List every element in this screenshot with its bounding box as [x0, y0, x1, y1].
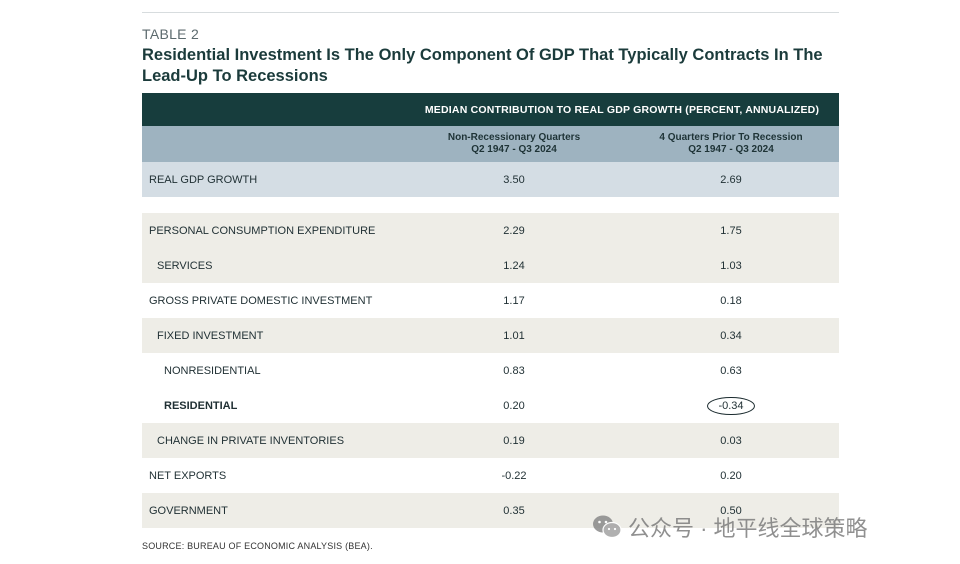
table-row-inventories: CHANGE IN PRIVATE INVENTORIES 0.19 0.03 [142, 423, 839, 458]
cell-non-recessionary: 0.20 [503, 399, 525, 412]
highlight-circle: -0.34 [707, 396, 755, 415]
cell-pre-recession: 0.34 [720, 329, 742, 342]
column-header-non-recessionary: Non-Recessionary Quarters Q2 1947 - Q3 2… [447, 132, 581, 155]
cell-pre-recession: 0.50 [720, 504, 742, 517]
table-row-fixed-investment: FIXED INVESTMENT 1.01 0.34 [142, 318, 839, 353]
watermark-text: 公众号 · 地平线全球策略 [628, 516, 868, 541]
table-row-pce: PERSONAL CONSUMPTION EXPENDITURE 2.29 1.… [142, 213, 839, 248]
cell-non-recessionary: 0.83 [503, 364, 525, 377]
gdp-contribution-table: MEDIAN CONTRIBUTION TO REAL GDP GROWTH (… [142, 93, 839, 528]
header-group-row: MEDIAN CONTRIBUTION TO REAL GDP GROWTH (… [142, 93, 839, 126]
row-label: SERVICES [157, 259, 213, 272]
top-divider [142, 12, 839, 13]
table-row-real-gdp-growth: REAL GDP GROWTH 3.50 2.69 [142, 162, 839, 197]
table-title: Residential Investment Is The Only Compo… [142, 46, 823, 85]
table-row-gpdi: GROSS PRIVATE DOMESTIC INVESTMENT 1.17 0… [142, 283, 839, 318]
cell-pre-recession: 2.69 [720, 173, 742, 186]
row-label: NONRESIDENTIAL [164, 364, 261, 377]
cell-pre-recession: 1.75 [720, 224, 742, 237]
table-row-nonresidential: NONRESIDENTIAL 0.83 0.63 [142, 353, 839, 388]
row-label: CHANGE IN PRIVATE INVENTORIES [157, 434, 345, 447]
cell-non-recessionary: 1.24 [503, 259, 525, 272]
cell-pre-recession: 0.18 [720, 294, 742, 307]
table-row-residential: RESIDENTIAL 0.20 -0.34 [142, 388, 839, 423]
cell-non-recessionary: 1.01 [503, 329, 525, 342]
table-row-services: SERVICES 1.24 1.03 [142, 248, 839, 283]
cell-pre-recession: 0.63 [720, 364, 742, 377]
cell-pre-recession: 1.03 [720, 259, 742, 272]
row-spacer [142, 197, 839, 213]
table-row-net-exports: NET EXPORTS -0.22 0.20 [142, 458, 839, 493]
cell-non-recessionary: 3.50 [503, 173, 525, 186]
wechat-icon [593, 515, 622, 539]
source-note: SOURCE: BUREAU OF ECONOMIC ANALYSIS (BEA… [142, 541, 373, 551]
column-header-pre-recession: 4 Quarters Prior To Recession Q2 1947 - … [659, 132, 803, 155]
row-label: REAL GDP GROWTH [149, 173, 258, 186]
cell-non-recessionary: -0.22 [501, 469, 527, 482]
row-label: PERSONAL CONSUMPTION EXPENDITURE [149, 224, 376, 237]
row-label: FIXED INVESTMENT [157, 329, 264, 342]
row-label: GOVERNMENT [149, 504, 228, 517]
cell-non-recessionary: 2.29 [503, 224, 525, 237]
row-label: NET EXPORTS [149, 469, 227, 482]
cell-pre-recession: -0.34 [623, 396, 839, 415]
cell-pre-recession: 0.20 [720, 469, 742, 482]
row-label: GROSS PRIVATE DOMESTIC INVESTMENT [149, 294, 373, 307]
header-columns-row: Non-Recessionary Quarters Q2 1947 - Q3 2… [142, 126, 839, 162]
cell-non-recessionary: 1.17 [503, 294, 525, 307]
table-row-government: GOVERNMENT 0.35 0.50 [142, 493, 839, 528]
cell-non-recessionary: 0.19 [503, 434, 525, 447]
cell-pre-recession: 0.03 [720, 434, 742, 447]
header-group-label: MEDIAN CONTRIBUTION TO REAL GDP GROWTH (… [424, 103, 820, 116]
table-label: TABLE 2 [142, 26, 200, 42]
row-label: RESIDENTIAL [164, 399, 238, 412]
watermark: 公众号 · 地平线全球策略 [592, 511, 868, 543]
cell-non-recessionary: 0.35 [503, 504, 525, 517]
